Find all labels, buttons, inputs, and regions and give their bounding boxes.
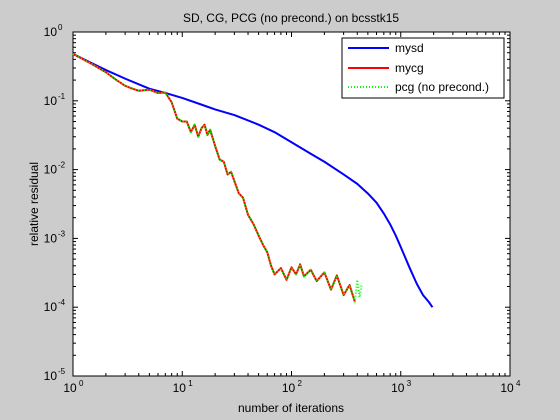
x-tick-label: 10 xyxy=(391,381,405,395)
x-tick-label: 10 xyxy=(500,381,514,395)
y-tick-label: 10 xyxy=(44,231,58,245)
y-tick-label: 10 xyxy=(44,369,58,383)
x-tick-label: 10 xyxy=(282,381,296,395)
x-tick-label: 10 xyxy=(63,381,77,395)
y-tick-label-exponent: -3 xyxy=(58,229,66,238)
x-tick-label-exponent: 4 xyxy=(516,379,521,388)
y-tick-label-exponent: -4 xyxy=(58,298,66,307)
y-tick-label-exponent: 0 xyxy=(58,23,63,32)
y-tick-label-exponent: -2 xyxy=(58,161,66,170)
x-tick-label: 10 xyxy=(173,381,187,395)
y-tick-label: 10 xyxy=(44,25,58,39)
legend-label-mycg: mycg xyxy=(395,61,424,75)
y-axis-label: relative residual xyxy=(27,162,41,246)
legend: mysd mycg pcg (no precond.) xyxy=(341,37,505,99)
x-tick-label-exponent: 1 xyxy=(188,379,193,388)
y-tick-label: 10 xyxy=(44,163,58,177)
series-line-mysd xyxy=(72,53,434,308)
x-axis-label: number of iterations xyxy=(238,401,344,415)
y-tick-label: 10 xyxy=(44,300,58,314)
legend-label-pcg: pcg (no precond.) xyxy=(395,80,489,94)
x-tick-label-exponent: 2 xyxy=(298,379,303,388)
x-tick-label-exponent: 0 xyxy=(79,379,84,388)
y-tick-label-exponent: -1 xyxy=(58,92,66,101)
x-tick-label-exponent: 3 xyxy=(407,379,412,388)
x-axis-ticks: 10 0 10 1 10 2 10 3 10 4 xyxy=(63,32,521,395)
y-tick-label: 10 xyxy=(44,94,58,108)
chart-title: SD, CG, PCG (no precond.) on bcsstk15 xyxy=(183,11,399,25)
series-layer xyxy=(72,53,434,308)
y-tick-label-exponent: -5 xyxy=(58,367,66,376)
legend-label-mysd: mysd xyxy=(395,41,424,55)
